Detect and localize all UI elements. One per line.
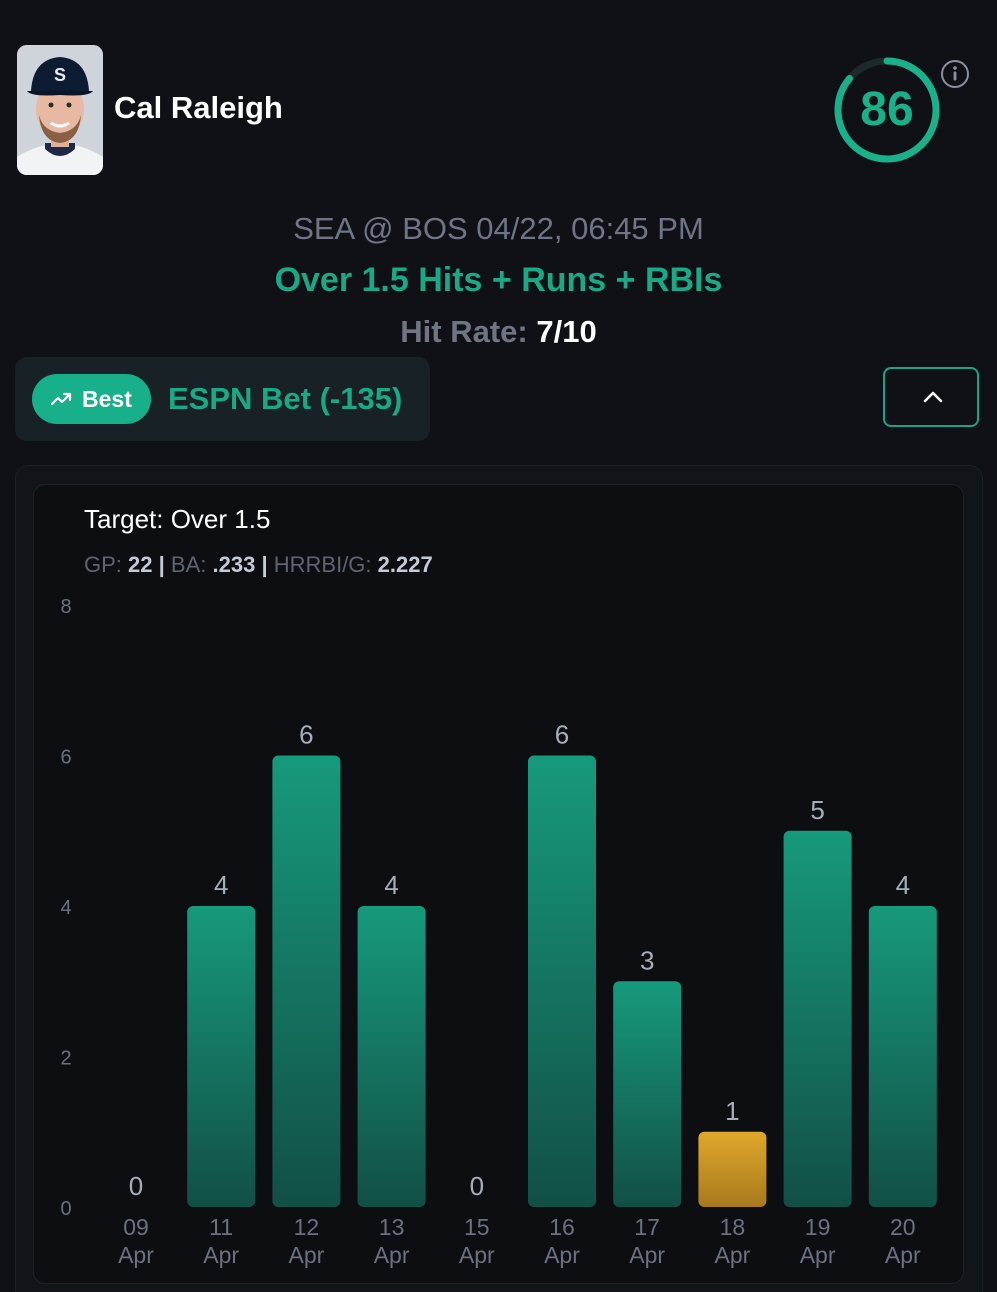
hit-rate-value: 7/10 — [536, 314, 597, 349]
svg-text:S: S — [54, 65, 66, 85]
x-tick-label-day: 13 — [379, 1214, 405, 1240]
sportsbook-selector[interactable]: Best ESPN Bet (-135) — [15, 357, 430, 441]
sportsbook-name: ESPN Bet (-135) — [168, 381, 403, 416]
bar — [272, 755, 341, 1207]
x-tick-label-day: 19 — [805, 1214, 831, 1240]
bar-value-label: 6 — [299, 720, 313, 750]
x-tick-label-day: 20 — [890, 1214, 916, 1240]
best-badge: Best — [32, 374, 151, 424]
x-tick-label-month: Apr — [715, 1242, 751, 1268]
bar-value-label: 4 — [896, 870, 910, 900]
y-tick-label: 0 — [60, 1198, 71, 1220]
chart-target: Target: Over 1.5 — [84, 504, 271, 534]
bar-value-label: 6 — [555, 720, 569, 750]
bar-value-label: 5 — [810, 795, 824, 825]
x-tick-label-month: Apr — [118, 1242, 154, 1268]
chart-stats: GP: 22 | BA: .233 | HRRBI/G: 2.227 — [84, 552, 433, 578]
x-tick-label-month: Apr — [289, 1242, 325, 1268]
x-tick-label-month: Apr — [629, 1242, 665, 1268]
x-tick-label-day: 17 — [634, 1214, 660, 1240]
x-tick-label-month: Apr — [885, 1242, 921, 1268]
hit-rate-label: Hit Rate: — [400, 314, 528, 349]
y-tick-label: 2 — [60, 1048, 71, 1070]
best-badge-label: Best — [82, 386, 132, 412]
score-ring-icon — [834, 57, 940, 163]
bar-value-label: 0 — [129, 1171, 143, 1201]
player-avatar: S — [17, 45, 103, 175]
score-badge: 86 — [832, 55, 942, 165]
game-matchup: SEA @ BOS 04/22, 06:45 PM — [293, 211, 704, 246]
x-tick-label-day: 09 — [123, 1214, 149, 1240]
hit-rate: Hit Rate: 7/10 — [0, 314, 997, 350]
y-tick-label: 4 — [60, 897, 71, 919]
gp-label: GP: — [84, 552, 122, 577]
bar-value-label: 1 — [725, 1096, 739, 1126]
x-tick-label-day: 11 — [209, 1214, 233, 1240]
y-tick-label: 6 — [60, 747, 71, 769]
stats-separator: | — [158, 552, 165, 577]
info-icon[interactable] — [940, 59, 970, 89]
x-tick-label-day: 16 — [549, 1214, 575, 1240]
gp-value: 22 — [128, 552, 153, 577]
bar — [868, 906, 937, 1207]
bar-value-label: 4 — [384, 870, 398, 900]
chevron-up-icon — [923, 391, 943, 403]
bar — [783, 830, 852, 1207]
hrrbi-label: HRRBI/G: — [273, 552, 372, 577]
bar-value-label: 0 — [470, 1171, 484, 1201]
bar — [187, 906, 256, 1207]
bar — [698, 1131, 767, 1207]
stats-separator: | — [261, 552, 268, 577]
bar-value-label: 4 — [214, 870, 228, 900]
ba-value: .233 — [212, 552, 256, 577]
x-tick-label-day: 15 — [464, 1214, 490, 1240]
collapse-button[interactable] — [883, 367, 979, 427]
x-tick-label-month: Apr — [203, 1242, 239, 1268]
x-tick-label-month: Apr — [459, 1242, 495, 1268]
bar-value-label: 3 — [640, 945, 654, 975]
player-name: Cal Raleigh — [114, 90, 283, 125]
x-tick-label-month: Apr — [544, 1242, 580, 1268]
hrrbi-value: 2.227 — [377, 552, 433, 577]
x-tick-label-month: Apr — [374, 1242, 410, 1268]
bar — [357, 906, 426, 1207]
bar — [613, 981, 682, 1207]
trending-up-icon — [50, 392, 72, 406]
score-value: 86 — [860, 83, 914, 136]
x-tick-label-day: 18 — [720, 1214, 746, 1240]
player-photo-icon: S — [17, 45, 103, 175]
x-tick-label-day: 12 — [294, 1214, 320, 1240]
ba-label: BA: — [170, 552, 207, 577]
y-tick-label: 8 — [60, 596, 71, 618]
prop-line: Over 1.5 Hits + Runs + RBIs — [274, 261, 723, 299]
bar — [528, 755, 596, 1207]
x-tick-label-month: Apr — [800, 1242, 836, 1268]
